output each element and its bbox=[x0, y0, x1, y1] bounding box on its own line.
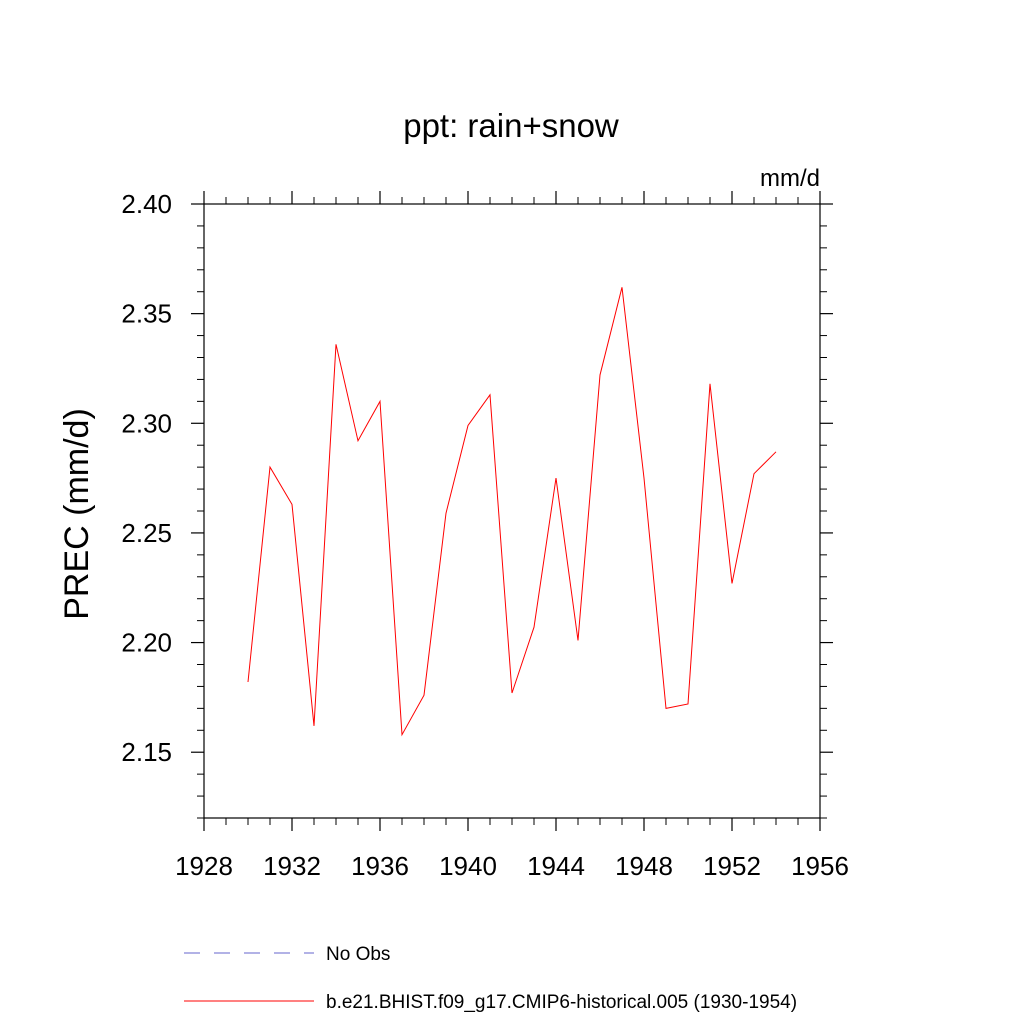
y-axis-label: PREC (mm/d) bbox=[58, 408, 96, 620]
legend: No Obs b.e21.BHIST.f09_g17.CMIP6-histori… bbox=[184, 944, 797, 1013]
x-tick-label: 1956 bbox=[791, 851, 849, 881]
y-tick-label: 2.40 bbox=[121, 189, 172, 219]
x-tick-label: 1936 bbox=[351, 851, 409, 881]
y-tick-label: 2.15 bbox=[121, 737, 172, 767]
legend-label-no-obs: No Obs bbox=[326, 944, 390, 965]
x-tick-label: 1928 bbox=[175, 851, 233, 881]
chart-title: ppt: rain+snow bbox=[403, 107, 619, 144]
x-tick-labels: 1928 1932 1936 1940 1944 1948 1952 1956 bbox=[175, 851, 849, 881]
minor-ticks bbox=[197, 197, 827, 825]
y-tick-label: 2.35 bbox=[121, 299, 172, 329]
x-tick-label: 1948 bbox=[615, 851, 673, 881]
units-label: mm/d bbox=[760, 165, 820, 192]
x-tick-label: 1952 bbox=[703, 851, 761, 881]
series-line-historical bbox=[247, 287, 777, 737]
y-tick-labels: 2.15 2.20 2.25 2.30 2.35 2.40 bbox=[121, 189, 172, 767]
y-tick-label: 2.30 bbox=[121, 408, 172, 438]
major-ticks bbox=[191, 191, 833, 831]
y-tick-label: 2.20 bbox=[121, 628, 172, 658]
x-tick-label: 1944 bbox=[527, 851, 585, 881]
x-tick-label: 1940 bbox=[439, 851, 497, 881]
legend-label-historical: b.e21.BHIST.f09_g17.CMIP6-historical.005… bbox=[326, 992, 797, 1013]
plot-frame bbox=[203, 203, 821, 819]
x-tick-label: 1932 bbox=[263, 851, 321, 881]
y-tick-label: 2.25 bbox=[121, 518, 172, 548]
series-layer bbox=[247, 287, 777, 737]
